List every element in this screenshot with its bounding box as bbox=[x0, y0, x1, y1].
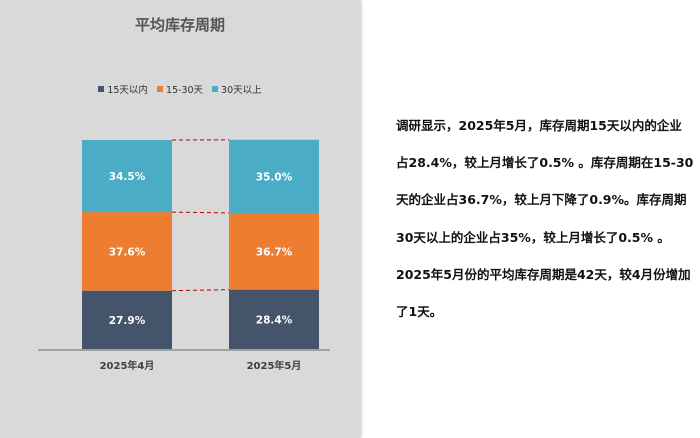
chart-panel: 平均库存周期 15天以内 15-30天 30天以上 27.9% 37.6% 34.5% 2… bbox=[0, 0, 360, 438]
connector-line bbox=[171, 211, 230, 214]
bar-segment bbox=[82, 290, 172, 349]
x-tick-label: 2025年4月 bbox=[100, 359, 155, 372]
data-label: 34.5% bbox=[109, 171, 146, 183]
data-label: 36.7% bbox=[256, 246, 293, 258]
legend-item: 30天以上 bbox=[212, 82, 262, 96]
connector-line bbox=[171, 289, 230, 292]
summary-line: 调研显示，2025年5月，库存周期15天以内的企业 bbox=[396, 118, 682, 133]
stacked-bar-chart: 27.9% 37.6% 34.5% 2025年4月 28.4% 36.7% 35.0% 202… bbox=[38, 139, 330, 372]
data-label: 27.9% bbox=[109, 315, 146, 327]
legend-swatch bbox=[212, 86, 219, 92]
legend-item: 15-30天 bbox=[156, 82, 204, 96]
bar-segment bbox=[82, 140, 172, 213]
data-label: 28.4% bbox=[256, 314, 293, 326]
bar-segment bbox=[229, 139, 319, 213]
summary-line: 占28.4%，较上月增长了0.5% 。库存周期在15-30 bbox=[396, 155, 694, 171]
legend-swatch bbox=[156, 86, 163, 92]
legend-item: 15天以内 bbox=[98, 82, 148, 96]
bar-segment bbox=[82, 212, 172, 291]
summary-line: 天的企业占36.7%，较上月下降了0.9%。库存周期 bbox=[396, 192, 687, 208]
legend: 15天以内 15-30天 30天以上 bbox=[0, 82, 360, 96]
chart-title: 平均库存周期 bbox=[134, 16, 225, 34]
bar-segment bbox=[229, 212, 319, 290]
legend-label: 15天以内 bbox=[107, 85, 148, 96]
data-label: 37.6% bbox=[109, 246, 146, 258]
summary-text: 调研显示，2025年5月，库存周期15天以内的企业 占28.4%，较上月增长了0.… bbox=[396, 116, 696, 339]
x-tick-label: 2025年5月 bbox=[247, 359, 302, 372]
summary-line: 2025年5月份的平均库存周期是42天，较4月份增加 bbox=[396, 266, 691, 282]
legend-label: 15-30天 bbox=[165, 85, 204, 96]
legend-swatch bbox=[98, 86, 105, 92]
summary-line: 30天以上的企业占35%，较上月增长了0.5% 。 bbox=[396, 229, 670, 245]
bar-segment bbox=[229, 289, 319, 349]
summary-line: 了1天。 bbox=[396, 303, 443, 319]
data-label: 35.0% bbox=[256, 171, 293, 183]
legend-label: 30天以上 bbox=[221, 85, 262, 96]
